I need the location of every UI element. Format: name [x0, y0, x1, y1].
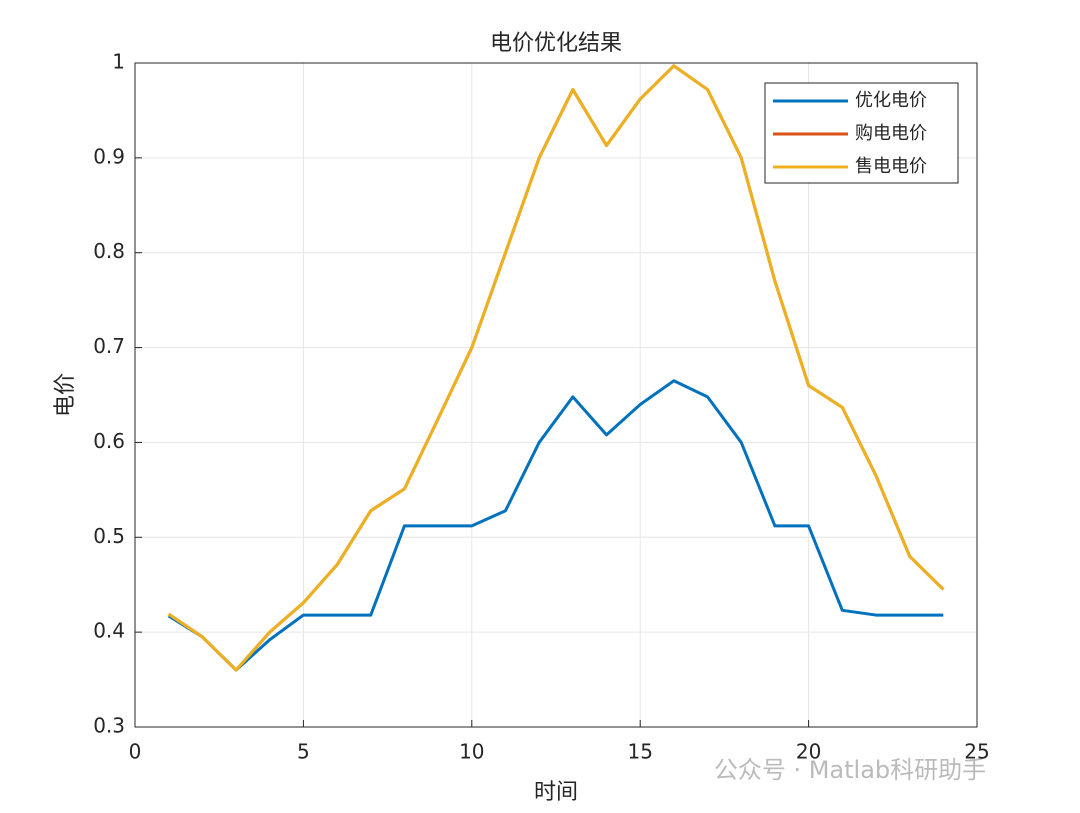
x-tick-label: 20 — [796, 740, 821, 764]
plot-frame — [134, 62, 978, 728]
x-tick-label: 15 — [627, 740, 652, 764]
x-tick-label: 25 — [964, 740, 989, 764]
y-tick-label: 0.3 — [93, 714, 125, 738]
x-tick-label: 10 — [459, 740, 484, 764]
legend-label: 售电电价 — [855, 156, 927, 177]
data-line — [167, 379, 944, 672]
x-tick-label: 5 — [297, 740, 310, 764]
legend-label: 优化电价 — [855, 90, 927, 111]
x-axis-label: 时间 — [534, 780, 578, 805]
y-axis-label: 电价 — [53, 373, 78, 417]
watermark: 公众号 · Matlab科研助手 — [714, 756, 986, 784]
x-tick-label: 0 — [129, 740, 142, 764]
y-tick-label: 0.6 — [93, 429, 125, 453]
y-tick-label: 0.5 — [93, 524, 125, 548]
y-tick-label: 0.4 — [93, 619, 125, 643]
y-tick-label: 0.7 — [93, 334, 125, 358]
data-line — [167, 64, 945, 672]
y-tick-label: 0.8 — [93, 239, 125, 263]
chart-title: 电价优化结果 — [490, 31, 622, 56]
legend-label: 购电电价 — [855, 123, 927, 144]
y-tick-label: 1 — [112, 50, 125, 74]
y-tick-label: 0.9 — [93, 144, 125, 168]
